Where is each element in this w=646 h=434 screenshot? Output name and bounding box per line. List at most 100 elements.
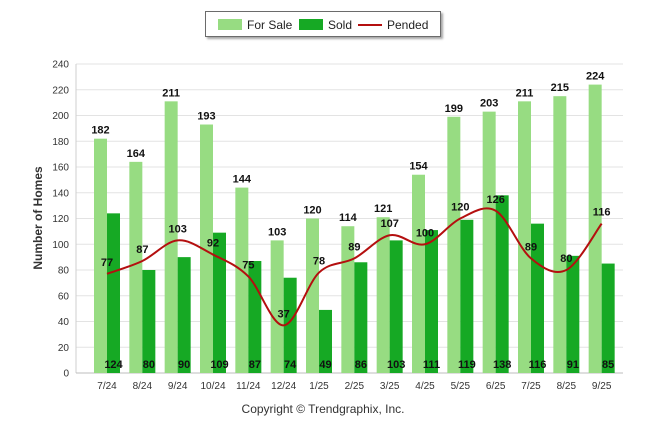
y-axis-title: Number of Homes bbox=[31, 166, 45, 270]
data-label-pended: 80 bbox=[560, 253, 572, 265]
y-tick-label: 220 bbox=[52, 85, 69, 96]
data-label-pended: 75 bbox=[242, 259, 254, 271]
data-label-for-sale: 224 bbox=[586, 71, 605, 83]
x-tick-label: 12/24 bbox=[271, 381, 296, 392]
y-tick-label: 60 bbox=[58, 291, 70, 302]
bar-for-sale bbox=[553, 96, 567, 373]
x-tick-label: 11/24 bbox=[236, 381, 261, 392]
bar-sold bbox=[319, 309, 332, 373]
data-label-for-sale: 211 bbox=[162, 87, 180, 99]
x-tick-label: 8/25 bbox=[557, 381, 577, 392]
data-label-for-sale: 199 bbox=[445, 103, 463, 115]
bar-for-sale bbox=[588, 84, 602, 373]
data-label-pended: 116 bbox=[593, 207, 611, 219]
x-tick-label: 5/25 bbox=[451, 381, 471, 392]
legend: For Sale Sold Pended bbox=[205, 11, 441, 37]
bar-sold bbox=[107, 213, 120, 373]
bar-for-sale bbox=[482, 111, 496, 373]
data-label-pended: 103 bbox=[168, 223, 186, 235]
x-tick-label: 8/24 bbox=[133, 381, 153, 392]
bar-sold bbox=[142, 270, 156, 373]
bar-for-sale bbox=[447, 116, 461, 373]
bar-for-sale bbox=[94, 138, 107, 373]
legend-label-sold: Sold bbox=[328, 18, 353, 32]
copyright-text: Copyright © Trendgraphix, Inc. bbox=[241, 402, 405, 416]
bar-for-sale bbox=[235, 187, 249, 373]
y-tick-label: 80 bbox=[58, 266, 70, 277]
x-tick-label: 7/25 bbox=[521, 381, 541, 392]
data-label-sold: 138 bbox=[493, 359, 511, 371]
y-tick-label: 40 bbox=[58, 317, 70, 328]
y-tick-label: 200 bbox=[52, 111, 69, 122]
data-label-for-sale: 182 bbox=[91, 125, 109, 137]
data-label-for-sale: 193 bbox=[197, 111, 215, 123]
x-tick-label: 9/24 bbox=[168, 381, 188, 392]
bar-sold bbox=[460, 219, 474, 373]
bar-sold bbox=[283, 277, 297, 373]
x-tick-label: 1/25 bbox=[309, 381, 329, 392]
data-label-pended: 77 bbox=[101, 257, 113, 269]
bar-for-sale bbox=[270, 240, 284, 373]
data-label-pended: 107 bbox=[380, 218, 398, 230]
bar-sold bbox=[354, 262, 368, 373]
bar-sold bbox=[566, 255, 580, 373]
bar-for-sale bbox=[341, 226, 355, 373]
y-tick-label: 140 bbox=[52, 188, 69, 199]
y-tick-label: 160 bbox=[52, 163, 69, 174]
x-tick-label: 3/25 bbox=[380, 381, 400, 392]
data-label-pended: 89 bbox=[525, 241, 537, 253]
data-label-sold: 116 bbox=[529, 359, 547, 371]
data-label-for-sale: 203 bbox=[480, 98, 498, 110]
data-label-sold: 103 bbox=[387, 359, 405, 371]
bar-sold bbox=[177, 257, 191, 373]
bar-sold bbox=[601, 263, 615, 373]
bar-sold bbox=[213, 232, 226, 373]
data-label-sold: 119 bbox=[458, 359, 476, 371]
data-label-for-sale: 144 bbox=[233, 174, 252, 186]
x-tick-label: 2/25 bbox=[345, 381, 365, 392]
data-label-for-sale: 215 bbox=[551, 82, 569, 94]
data-label-sold: 87 bbox=[249, 359, 261, 371]
data-label-sold: 111 bbox=[423, 359, 440, 371]
legend-swatch-sold bbox=[299, 19, 323, 30]
data-label-sold: 90 bbox=[178, 359, 190, 371]
y-tick-label: 120 bbox=[52, 214, 69, 225]
data-label-pended: 92 bbox=[207, 238, 219, 250]
bar-for-sale bbox=[129, 161, 143, 373]
legend-swatch-for-sale bbox=[218, 19, 242, 30]
x-tick-label: 6/25 bbox=[486, 381, 506, 392]
data-label-pended: 78 bbox=[313, 256, 325, 268]
bar-sold bbox=[389, 240, 403, 373]
bar-sold bbox=[495, 195, 509, 373]
y-tick-label: 20 bbox=[58, 343, 70, 354]
data-label-sold: 91 bbox=[567, 359, 579, 371]
bar-for-sale bbox=[518, 101, 531, 374]
y-tick-label: 100 bbox=[52, 240, 69, 251]
x-tick-label: 7/24 bbox=[97, 381, 117, 392]
data-label-pended: 87 bbox=[136, 244, 148, 256]
bar-for-sale bbox=[376, 217, 390, 373]
data-label-sold: 109 bbox=[210, 359, 228, 371]
x-tick-label: 10/24 bbox=[200, 381, 225, 392]
data-label-sold: 85 bbox=[602, 359, 614, 371]
x-tick-label: 4/25 bbox=[415, 381, 435, 392]
data-label-sold: 86 bbox=[355, 359, 367, 371]
legend-label-pended: Pended bbox=[387, 18, 429, 32]
data-label-for-sale: 211 bbox=[516, 87, 534, 99]
data-label-pended: 120 bbox=[451, 202, 469, 214]
data-label-for-sale: 121 bbox=[374, 203, 392, 215]
data-label-for-sale: 154 bbox=[409, 161, 428, 173]
data-label-for-sale: 120 bbox=[303, 205, 321, 217]
data-label-sold: 124 bbox=[104, 359, 123, 371]
data-label-pended: 89 bbox=[348, 241, 360, 253]
bar-for-sale bbox=[164, 101, 178, 374]
legend-item-for-sale: For Sale bbox=[218, 18, 292, 32]
x-tick-label: 9/25 bbox=[592, 381, 612, 392]
data-label-pended: 100 bbox=[416, 227, 434, 239]
bar-for-sale bbox=[306, 218, 319, 373]
data-label-sold: 49 bbox=[319, 359, 331, 371]
data-label-for-sale: 103 bbox=[268, 226, 286, 238]
series-line-pended bbox=[106, 207, 603, 327]
bar-for-sale bbox=[412, 174, 425, 373]
